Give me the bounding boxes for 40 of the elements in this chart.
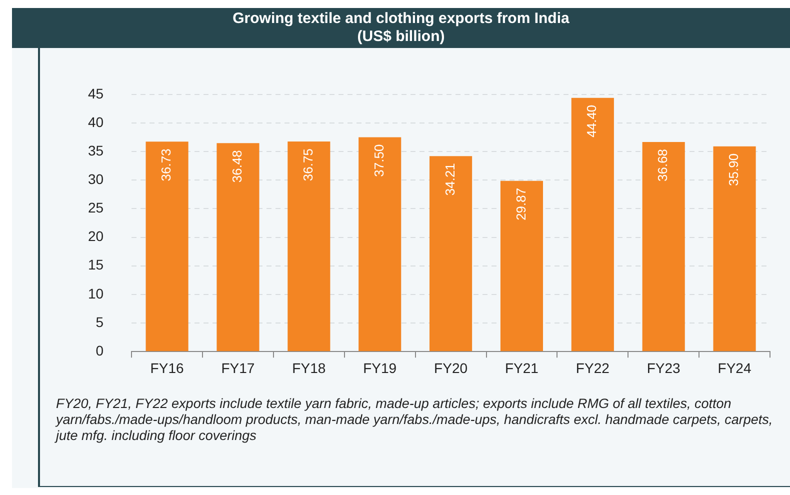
- chart-subtitle: (US$ billion): [356, 28, 446, 46]
- bar: [146, 142, 188, 352]
- bar: [430, 156, 472, 352]
- x-tick-label: FY24: [718, 360, 752, 376]
- data-label: 36.75: [300, 148, 316, 182]
- text: FY20, FY21, FY22 exports include textile yarn fabric, made-up articles; exports include RMG of all textiles, cotton yarn/fabs./made-ups/handloom products, man-made yarn/fabs./made-ups, handicrafts excl. handmade carpets, carpets, jute mfg. including floor coverings: [56, 396, 774, 444]
- x-tick-label: FY18: [292, 360, 326, 376]
- data-label: 36.73: [158, 148, 174, 182]
- y-tick-label: 25: [88, 200, 104, 216]
- x-tick-label: FY21: [504, 360, 539, 376]
- bar: [642, 142, 685, 352]
- y-tick-label: 15: [88, 256, 104, 273]
- data-label: 34.21: [442, 163, 458, 196]
- y-tick-label: 5: [96, 314, 104, 330]
- bar: [216, 143, 260, 352]
- y-tick-label: 40: [88, 114, 104, 130]
- data-label: 35.90: [726, 153, 742, 186]
- y-tick-label: 30: [88, 170, 104, 187]
- data-label: 36.68: [655, 148, 670, 182]
- y-tick-label: 45: [88, 85, 104, 102]
- data-label: 29.87: [513, 188, 528, 220]
- y-tick-label: 35: [88, 142, 104, 158]
- bar: [500, 180, 544, 352]
- x-tick-label: FY22: [576, 360, 610, 376]
- y-tick-label: 10: [88, 285, 104, 302]
- x-tick-label: FY20: [434, 360, 468, 376]
- bar: [713, 146, 756, 352]
- x-tick-label: FY23: [646, 360, 681, 376]
- y-tick-label: 0: [96, 342, 104, 358]
- y-tick-label: 20: [88, 228, 104, 244]
- bar: [571, 98, 614, 352]
- bar: [358, 137, 402, 352]
- data-label: 36.48: [230, 150, 245, 183]
- x-tick-label: FY16: [150, 360, 184, 376]
- data-label: 44.40: [584, 104, 600, 138]
- x-tick-label: FY17: [221, 360, 255, 376]
- chart-title: Growing textile and clothing exports from India: [232, 10, 570, 28]
- data-label: 37.50: [371, 144, 386, 177]
- bar: [288, 142, 330, 352]
- x-tick-label: FY19: [363, 360, 397, 376]
